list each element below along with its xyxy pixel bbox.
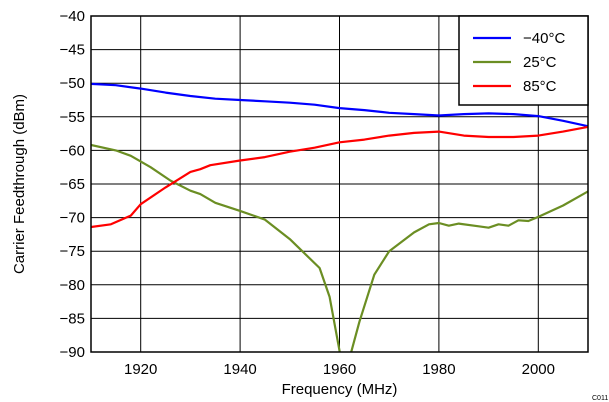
y-axis-label: Carrier Feedthrough (dBm) <box>11 94 28 274</box>
y-tick-label: −90 <box>60 344 85 361</box>
y-tick-label: −65 <box>60 176 85 193</box>
y-tick-label: −60 <box>60 142 85 159</box>
legend-label-2: 25°C <box>523 54 557 71</box>
y-tick-label: −85 <box>60 310 85 327</box>
y-tick-label: −55 <box>60 109 85 126</box>
x-axis-label: Frequency (MHz) <box>282 381 398 398</box>
plot-frame <box>90 15 589 353</box>
tick-labels: 1920 1940 1960 1980 2000 −40 −45 −50 −55 −60 −65 −7… <box>60 8 555 378</box>
series-clip-group <box>91 82 588 352</box>
x-tick-label: 1980 <box>422 361 455 378</box>
grid-lines <box>91 16 588 352</box>
figure-code: C011 <box>592 395 608 402</box>
series-line-3 <box>91 125 588 229</box>
legend-label-3: 85°C <box>523 78 557 95</box>
legend-items: −40°C 25°C 85°C <box>473 30 565 95</box>
x-tick-label: 1940 <box>223 361 256 378</box>
series-line-2 <box>91 143 588 352</box>
x-tick-label: 2000 <box>522 361 555 378</box>
y-tick-label: −45 <box>60 42 85 59</box>
x-tick-label: 1960 <box>323 361 356 378</box>
series-lines <box>91 82 588 352</box>
y-tick-label: −80 <box>60 277 85 294</box>
legend-label-1: −40°C <box>523 30 565 47</box>
legend-box <box>458 15 589 106</box>
y-tick-label: −75 <box>60 243 85 260</box>
y-tick-label: −70 <box>60 210 85 227</box>
y-tick-label: −40 <box>60 8 85 25</box>
x-tick-label: 1920 <box>124 361 157 378</box>
legend: −40°C 25°C 85°C <box>458 15 589 106</box>
series-line-1 <box>91 82 588 128</box>
y-tick-label: −50 <box>60 75 85 92</box>
